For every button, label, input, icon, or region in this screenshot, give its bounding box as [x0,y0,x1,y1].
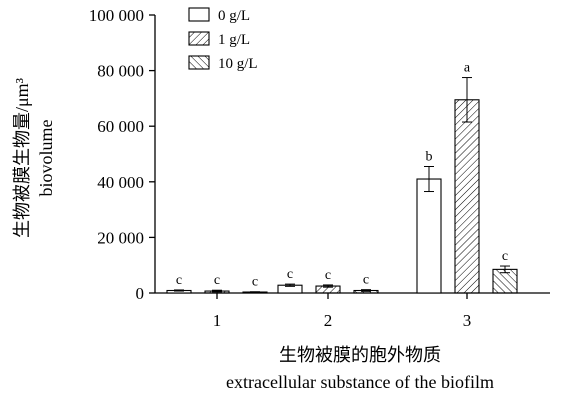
y-tick-label: 80 000 [97,62,144,81]
bar [454,99,480,294]
y-tick-label: 100 000 [89,6,144,25]
x-tick-label: 3 [463,311,472,330]
y-tick-label: 20 000 [97,228,144,247]
significance-label: c [252,275,258,290]
legend-swatch [188,55,210,70]
legend: 0 g/L 1 g/L 10 g/L [188,7,258,72]
y-tick-label: 0 [136,284,145,303]
legend-label: 1 g/L [218,32,250,48]
significance-label: c [287,267,293,282]
x-axis-title-en: extracellular substance of the biofilm [226,372,494,392]
significance-label: c [325,268,331,283]
y-tick-label: 40 000 [97,173,144,192]
x-tick-label: 1 [213,311,222,330]
bar [416,178,442,294]
legend-swatch [188,31,210,46]
plot-area: 0 20 000 40 000 60 000 80 000 100 000 1 2 3 c c b c c… [89,6,550,330]
x-axis-title-zh: 生物被膜的胞外物质 [279,345,441,365]
significance-label: b [426,150,433,165]
legend-label: 0 g/L [218,8,250,24]
significance-label: c [502,249,508,264]
x-tick-label: 2 [324,311,333,330]
y-axis-title-zh: 生物被膜生物量/μm³ [12,77,32,238]
significance-label: a [464,61,471,76]
y-axis-title-en: biovolume [36,119,56,196]
legend-swatch [188,7,210,22]
legend-label: 10 g/L [218,56,258,72]
y-tick-label: 60 000 [97,117,144,136]
significance-label: c [363,273,369,288]
significance-label: c [214,273,220,288]
y-axis-title: 生物被膜生物量/μm³ biovolume [12,77,56,238]
significance-label: c [176,273,182,288]
